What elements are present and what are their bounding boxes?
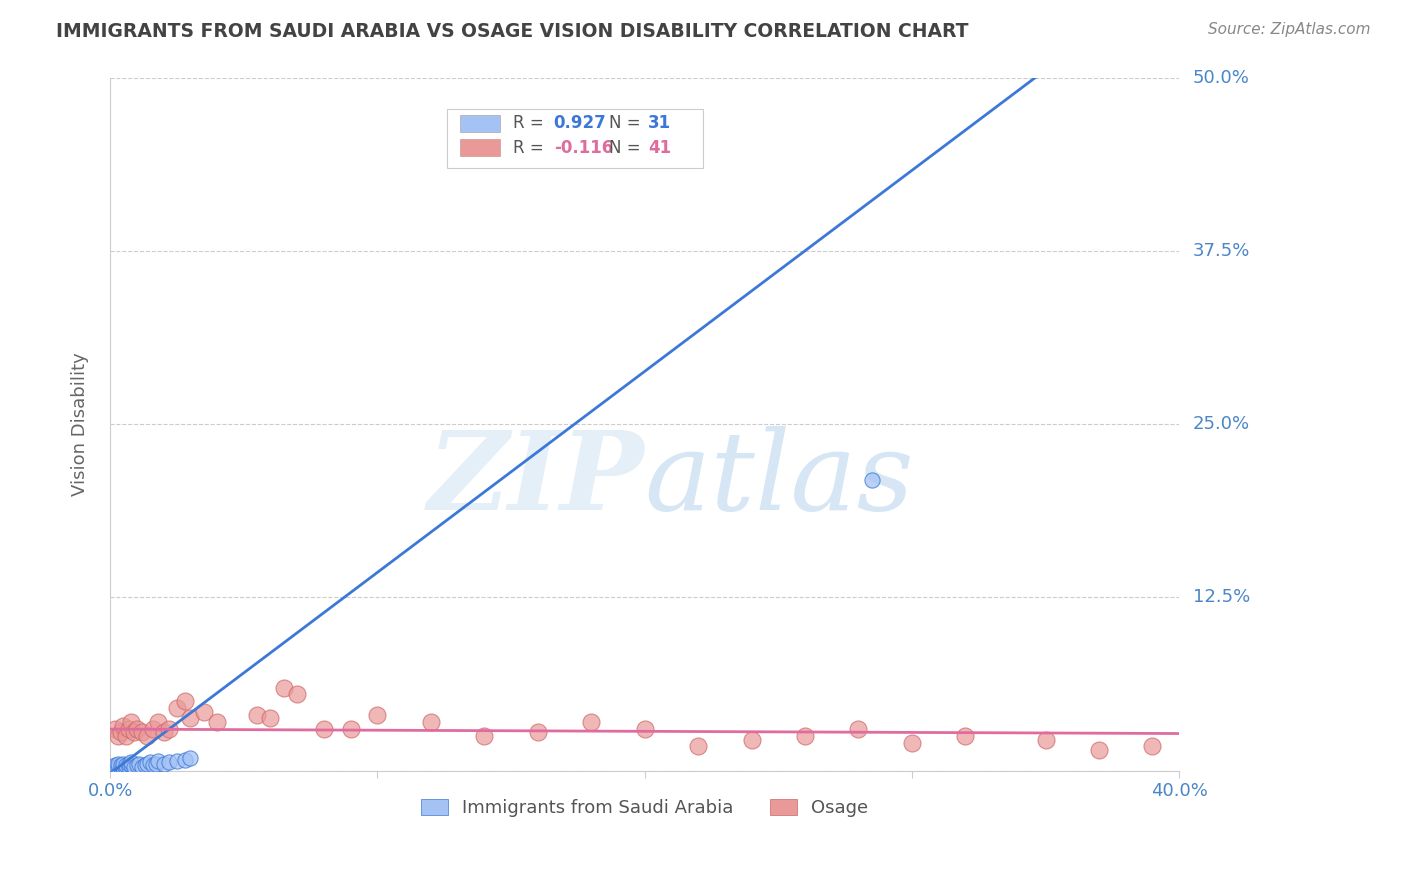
- Point: [125, 722, 148, 736]
- Point: [110, 761, 132, 775]
- Text: -0.116: -0.116: [554, 138, 613, 156]
- Point: [205, 715, 228, 730]
- Point: [125, 758, 148, 772]
- Point: [174, 753, 197, 767]
- Point: [246, 708, 269, 723]
- Point: [107, 729, 129, 743]
- Text: 0.927: 0.927: [554, 114, 606, 132]
- Text: N =: N =: [609, 114, 647, 132]
- Text: 31: 31: [648, 114, 671, 132]
- Point: [110, 758, 132, 772]
- Point: [118, 759, 141, 773]
- Point: [134, 758, 156, 772]
- Point: [136, 756, 159, 771]
- Point: [741, 733, 763, 747]
- Point: [860, 473, 883, 487]
- Point: [115, 758, 138, 772]
- Point: [472, 729, 495, 743]
- Point: [148, 715, 170, 730]
- Point: [101, 759, 124, 773]
- Point: [142, 758, 165, 772]
- Text: 12.5%: 12.5%: [1194, 589, 1250, 607]
- Point: [120, 758, 142, 772]
- Point: [1035, 733, 1057, 747]
- Point: [1088, 743, 1111, 757]
- Point: [273, 681, 295, 695]
- FancyBboxPatch shape: [447, 109, 703, 168]
- Point: [152, 756, 174, 771]
- Point: [285, 688, 308, 702]
- Text: ZIP: ZIP: [427, 425, 644, 533]
- Point: [120, 756, 142, 770]
- Point: [131, 724, 153, 739]
- Point: [115, 761, 138, 775]
- Point: [136, 729, 159, 743]
- Text: R =: R =: [513, 138, 550, 156]
- Point: [110, 724, 132, 739]
- Point: [166, 754, 188, 768]
- Point: [1142, 739, 1164, 753]
- Point: [142, 722, 165, 736]
- Point: [112, 719, 135, 733]
- Text: 37.5%: 37.5%: [1194, 242, 1250, 260]
- Point: [848, 722, 870, 736]
- Point: [312, 722, 335, 736]
- Text: R =: R =: [513, 114, 550, 132]
- Point: [152, 724, 174, 739]
- Point: [128, 756, 150, 771]
- Point: [120, 715, 142, 730]
- Point: [112, 759, 135, 773]
- Point: [115, 729, 138, 743]
- Point: [179, 751, 201, 765]
- Point: [366, 708, 388, 723]
- Text: N =: N =: [609, 138, 647, 156]
- Point: [794, 729, 817, 743]
- Point: [633, 722, 655, 736]
- FancyBboxPatch shape: [460, 139, 501, 156]
- Legend: Immigrants from Saudi Arabia, Osage: Immigrants from Saudi Arabia, Osage: [413, 791, 876, 824]
- Point: [166, 701, 188, 715]
- Point: [179, 711, 201, 725]
- Text: 50.0%: 50.0%: [1194, 69, 1250, 87]
- Point: [955, 729, 977, 743]
- Point: [139, 756, 162, 770]
- Point: [104, 761, 127, 775]
- Text: 25.0%: 25.0%: [1194, 415, 1250, 434]
- Point: [193, 706, 215, 720]
- Point: [107, 756, 129, 771]
- Point: [148, 754, 170, 768]
- Text: Source: ZipAtlas.com: Source: ZipAtlas.com: [1208, 22, 1371, 37]
- Point: [107, 759, 129, 773]
- Point: [118, 756, 141, 771]
- Point: [118, 722, 141, 736]
- Text: atlas: atlas: [644, 425, 914, 533]
- Point: [104, 722, 127, 736]
- Point: [419, 715, 441, 730]
- Point: [122, 724, 145, 739]
- Point: [174, 694, 197, 708]
- Point: [122, 759, 145, 773]
- Point: [901, 736, 924, 750]
- FancyBboxPatch shape: [460, 115, 501, 132]
- Text: IMMIGRANTS FROM SAUDI ARABIA VS OSAGE VISION DISABILITY CORRELATION CHART: IMMIGRANTS FROM SAUDI ARABIA VS OSAGE VI…: [56, 22, 969, 41]
- Point: [157, 722, 180, 736]
- Point: [579, 715, 602, 730]
- Point: [104, 758, 127, 772]
- Point: [526, 724, 548, 739]
- Y-axis label: Vision Disability: Vision Disability: [72, 352, 89, 496]
- Point: [112, 756, 135, 771]
- Text: 41: 41: [648, 138, 671, 156]
- Point: [259, 711, 281, 725]
- Point: [339, 722, 361, 736]
- Point: [686, 739, 709, 753]
- Point: [131, 759, 153, 773]
- Point: [145, 756, 167, 771]
- Point: [157, 756, 180, 770]
